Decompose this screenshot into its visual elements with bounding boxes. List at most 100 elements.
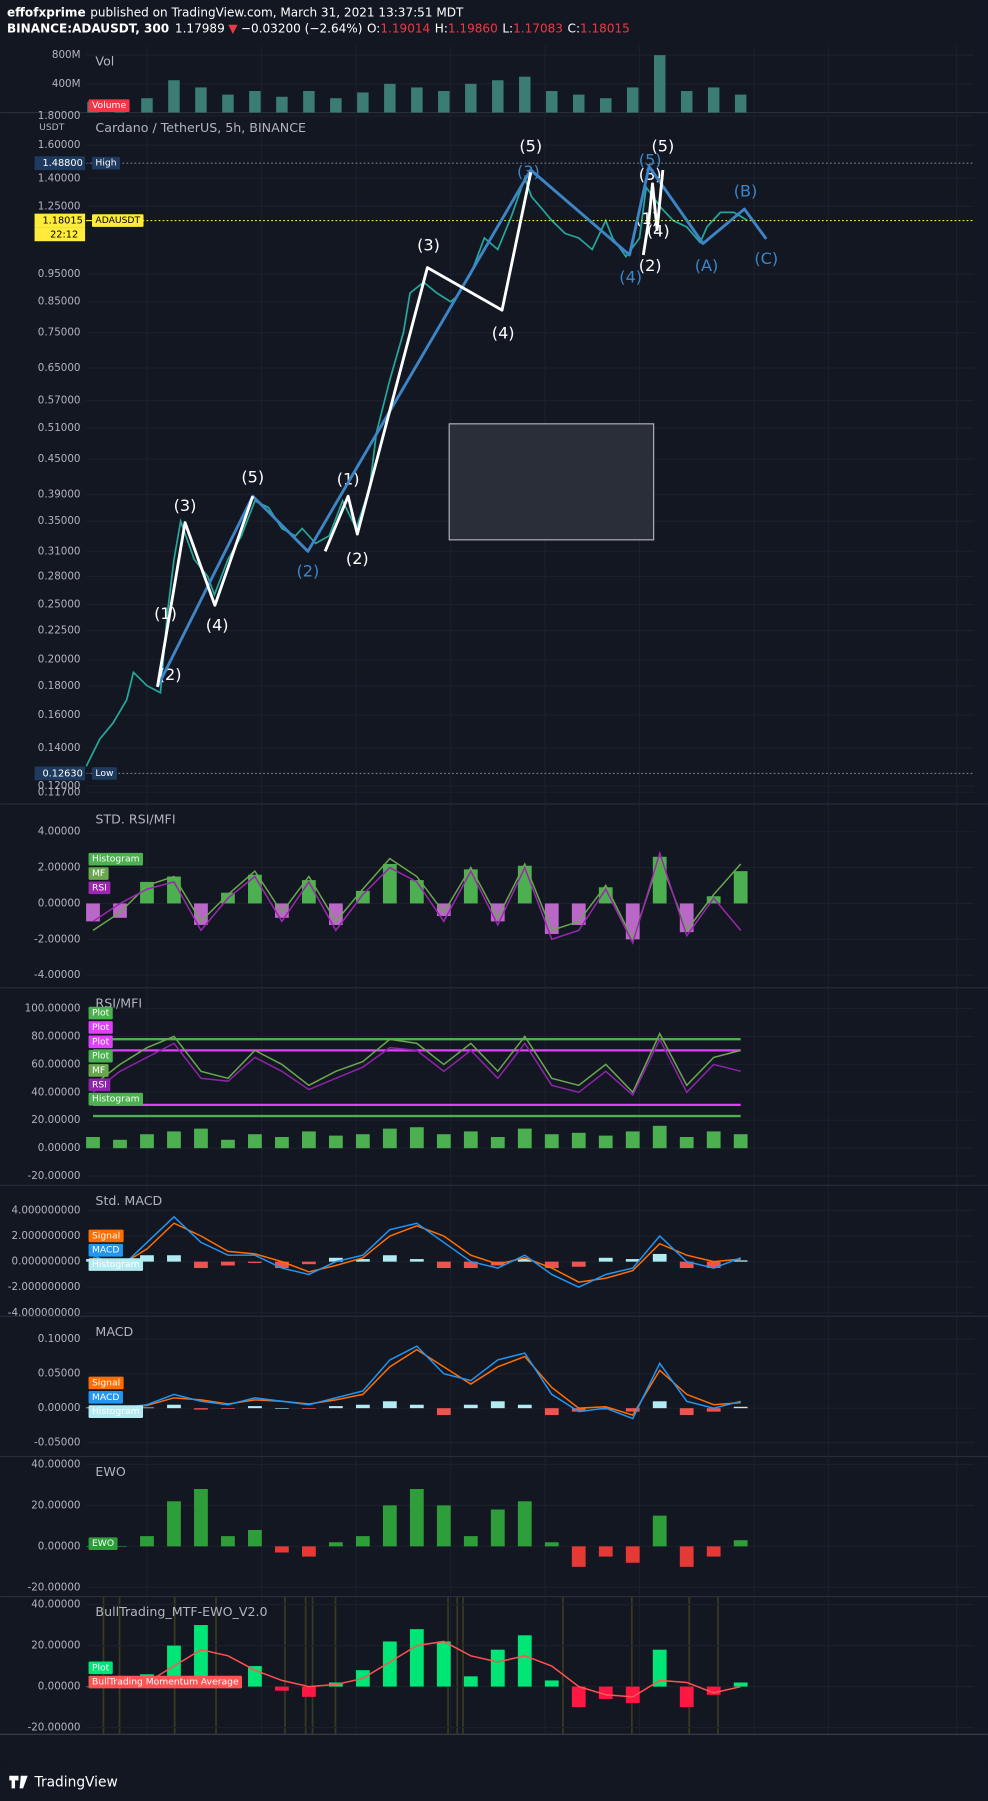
y-tick-label: 0.51000	[38, 422, 81, 434]
symbol: BINANCE:ADAUSDT, 300	[7, 21, 169, 35]
unit-label: USDT	[39, 122, 65, 133]
volume-bar	[168, 80, 180, 113]
volume-bar	[519, 76, 531, 113]
price-label: 1.18015	[42, 216, 82, 227]
histogram-bar	[221, 1139, 235, 1149]
histogram-bar	[517, 1128, 532, 1149]
y-tick-label: 4.000000000	[12, 1204, 81, 1216]
volume-bar	[707, 87, 720, 113]
histogram-bar	[544, 1261, 559, 1269]
histogram-bar	[436, 1134, 451, 1149]
histogram-bar	[382, 863, 397, 904]
legend-tag-bg	[88, 867, 109, 880]
histogram-bar	[679, 1686, 694, 1708]
wave-label: (C)	[754, 249, 778, 268]
legend-tag: Plot	[92, 1008, 110, 1019]
wave-label: (5)	[519, 137, 542, 156]
legend-tag: Low	[95, 768, 114, 779]
volume-bar	[626, 87, 639, 113]
histogram-bar	[328, 1406, 343, 1409]
legend-tag: RSI	[92, 882, 107, 893]
legend-tag-bg	[88, 1064, 109, 1077]
legend-tag-bg	[91, 767, 117, 780]
histogram-bar	[733, 1134, 748, 1149]
histogram-bar	[194, 1128, 208, 1149]
histogram-bar	[706, 1408, 721, 1412]
y-tick-label: 1.60000	[38, 139, 81, 151]
histogram-bar	[679, 1546, 694, 1567]
ohlc-value: 1.17083	[513, 21, 563, 35]
histogram-bar	[355, 1404, 370, 1409]
histogram-bar	[733, 871, 748, 904]
histogram-bar	[194, 1408, 208, 1410]
histogram-bar	[517, 1259, 532, 1262]
ohlc-key: L:	[502, 21, 513, 35]
histogram-bar	[194, 1625, 208, 1687]
histogram-bar	[679, 1408, 694, 1416]
wave-line-5h	[641, 169, 665, 256]
y-tick-label: 0.65000	[38, 362, 81, 374]
histogram-bar	[86, 1137, 100, 1149]
histogram-bar	[679, 1137, 694, 1149]
wave-lines	[156, 165, 768, 688]
indicator-line	[93, 1348, 741, 1416]
histogram-bar	[140, 1407, 154, 1409]
histogram-bar	[625, 1686, 640, 1704]
histogram-bar	[248, 1134, 262, 1149]
legend-tag-bg	[88, 1229, 124, 1243]
histogram-bar	[409, 1259, 424, 1262]
histogram-bar	[328, 1135, 343, 1149]
histogram-bar	[598, 1135, 613, 1149]
histogram-bar	[436, 1505, 451, 1547]
histogram-bar	[167, 1501, 181, 1547]
volume-bar	[734, 94, 747, 113]
histogram-bar	[436, 1641, 451, 1687]
histogram-bar	[248, 1406, 262, 1409]
histogram-bar	[571, 1686, 586, 1708]
histogram-bar	[113, 1139, 127, 1149]
histogram-bar	[436, 1408, 451, 1416]
legend-tag: MACD	[92, 1392, 120, 1403]
y-tick-label: 0.00000	[38, 1142, 81, 1154]
y-tick-label: 20.00000	[31, 1114, 80, 1126]
histogram-bar	[517, 1501, 532, 1547]
histogram-bar	[544, 903, 559, 934]
volume-bar	[680, 91, 693, 113]
wave-label: (1)	[154, 604, 177, 623]
legend-tag-bg	[88, 1537, 118, 1551]
legend-tag-bg	[88, 1078, 111, 1092]
histogram-bar	[248, 1666, 262, 1687]
price-label: 1.48800	[42, 158, 82, 169]
ohlc-value: 1.18015	[580, 21, 630, 35]
histogram-bar	[490, 1649, 505, 1687]
histogram-bar	[409, 1127, 424, 1149]
histogram-bar	[248, 1529, 262, 1547]
indicator-line	[92, 1037, 741, 1097]
y-tick-label: -0.05000	[34, 1437, 80, 1449]
y-tick-label: 0.35000	[38, 515, 81, 527]
volume-bar	[276, 96, 288, 113]
legend-tag: MF	[92, 1065, 105, 1076]
legend-tag: EWO	[92, 1538, 114, 1549]
legend-tag: Plot	[92, 1022, 110, 1033]
published: published on TradingView.com, March 31, …	[90, 5, 464, 19]
histogram-bar	[140, 881, 154, 904]
legend-tag-bg	[88, 1035, 113, 1049]
ohlc-key: H:	[435, 21, 448, 35]
volume-bar	[303, 91, 315, 113]
legend-tag-bg	[88, 1390, 123, 1404]
histogram-bar	[706, 1686, 721, 1695]
histogram-bar	[275, 1546, 289, 1553]
change: −0.03200 (−2.64%)	[241, 21, 363, 35]
brand: TradingView	[34, 1775, 118, 1791]
legend-tag: High	[95, 158, 116, 169]
histogram-bar	[221, 1408, 235, 1409]
y-tick-label: -20.00000	[27, 1170, 80, 1182]
histogram-bar	[382, 1128, 397, 1149]
ohlc-value: 1.19014	[380, 21, 430, 35]
histogram-bar	[140, 1134, 154, 1149]
legend-tag-bg	[91, 156, 120, 170]
price-label: 0.12630	[42, 768, 82, 779]
legend-tag-bg	[88, 881, 111, 895]
